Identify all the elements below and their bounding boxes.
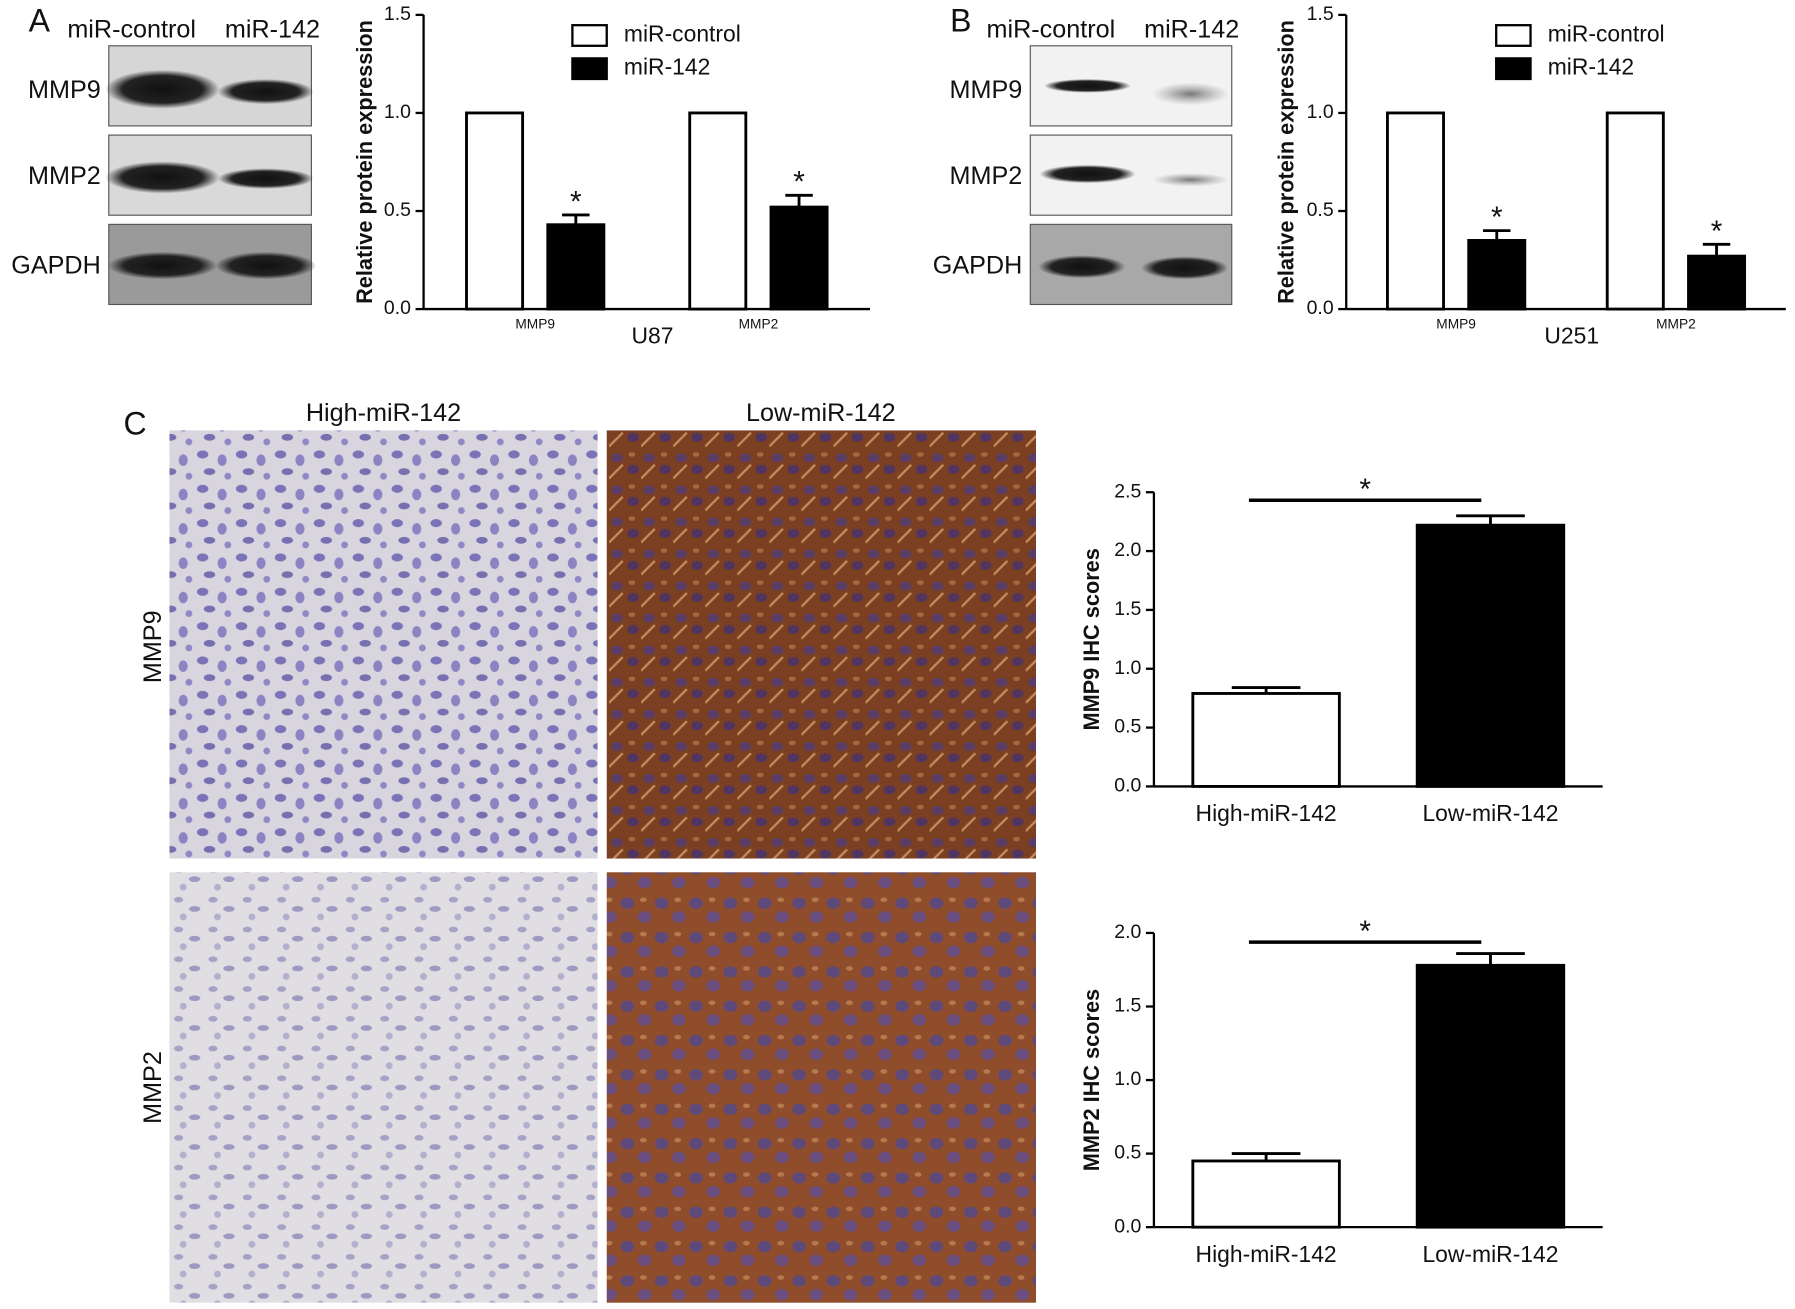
- x-axis-label: U87: [632, 323, 674, 349]
- legend-label: miR-control: [624, 21, 741, 47]
- bar: [769, 205, 829, 311]
- y-tick-label: 2.0: [1114, 921, 1141, 943]
- legend-swatch: [1495, 57, 1532, 81]
- legend-label: miR-142: [1548, 54, 1634, 80]
- panel-label: B: [950, 2, 971, 38]
- y-tick-label: 1.0: [1307, 101, 1334, 123]
- y-tick-label: 0.0: [1307, 297, 1334, 319]
- row-label: MMP2: [28, 162, 101, 190]
- y-tick-label: 2.5: [1114, 480, 1141, 502]
- significance-mark: *: [1359, 915, 1371, 948]
- row-label: MMP9: [950, 76, 1023, 104]
- y-tick-label: 1.5: [1307, 3, 1334, 25]
- y-tick-label: 1.5: [384, 3, 411, 25]
- legend-swatch: [571, 24, 608, 47]
- row-label: GAPDH: [11, 251, 101, 279]
- bar: [1605, 111, 1665, 311]
- y-tick-label: 0.5: [1114, 716, 1141, 738]
- y-tick-label: 0.0: [384, 297, 411, 319]
- y-tick-label: 0.5: [1114, 1142, 1141, 1164]
- legend-swatch: [1495, 24, 1532, 47]
- significance-mark: *: [1711, 215, 1723, 248]
- x-tick-label: MMP2: [739, 317, 779, 332]
- bar: [688, 111, 748, 311]
- y-tick-label: 0.0: [1114, 1215, 1141, 1237]
- y-tick-label: 0.5: [384, 199, 411, 221]
- y-axis-label: MMP2 IHC scores: [1079, 989, 1104, 1171]
- row-label: MMP2: [139, 1051, 167, 1124]
- legend-swatch: [571, 57, 608, 81]
- bar: [546, 223, 606, 311]
- row-label: GAPDH: [933, 251, 1023, 279]
- x-tick-label: High-miR-142: [1196, 1241, 1337, 1267]
- row-label: MMP9: [28, 76, 101, 104]
- column-label: Low-miR-142: [746, 399, 896, 427]
- x-tick-label: MMP9: [1436, 317, 1476, 332]
- y-tick-label: 0.0: [1114, 775, 1141, 797]
- y-tick-label: 0.5: [1307, 199, 1334, 221]
- lane-label: miR-142: [1144, 16, 1239, 44]
- ihc-images: [169, 430, 1037, 1303]
- bar: [1415, 523, 1566, 788]
- lane-label: miR-142: [225, 16, 320, 44]
- blot: [1029, 45, 1233, 306]
- row-label: MMP2: [950, 162, 1023, 190]
- bar: [1191, 692, 1341, 788]
- significance-mark: *: [793, 166, 805, 199]
- bar: [1415, 963, 1566, 1229]
- bar: [1191, 1159, 1341, 1229]
- panel-label: C: [124, 405, 147, 441]
- legend-label: miR-control: [1548, 21, 1665, 47]
- significance-mark: *: [1491, 201, 1503, 234]
- x-tick-label: MMP2: [1656, 317, 1696, 332]
- significance-mark: *: [570, 185, 582, 218]
- y-tick-label: 1.0: [1114, 657, 1141, 679]
- bar: [1386, 111, 1445, 311]
- y-tick-label: 1.0: [1114, 1068, 1141, 1090]
- y-axis-label: MMP9 IHC scores: [1079, 548, 1104, 730]
- lane-label: miR-control: [987, 16, 1116, 44]
- x-tick-label: MMP9: [515, 317, 555, 332]
- y-tick-label: 2.0: [1114, 539, 1141, 561]
- y-axis-label: Relative protein expression: [352, 20, 377, 304]
- y-axis-label: Relative protein expression: [1274, 20, 1299, 304]
- lane-label: miR-control: [67, 16, 196, 44]
- panel-label: A: [29, 2, 51, 38]
- y-tick-label: 1.5: [1114, 598, 1141, 620]
- x-tick-label: Low-miR-142: [1422, 800, 1558, 826]
- legend-label: miR-142: [624, 54, 710, 80]
- significance-mark: *: [1359, 473, 1371, 506]
- y-tick-label: 1.0: [384, 101, 411, 123]
- x-axis-label: U251: [1544, 323, 1599, 349]
- blot: [105, 45, 316, 306]
- bar: [1687, 254, 1747, 311]
- y-tick-label: 1.5: [1114, 995, 1141, 1017]
- x-tick-label: High-miR-142: [1196, 800, 1337, 826]
- bar: [1467, 239, 1527, 311]
- row-label: MMP9: [139, 610, 167, 683]
- bar: [465, 111, 525, 311]
- column-label: High-miR-142: [306, 399, 461, 427]
- x-tick-label: Low-miR-142: [1422, 1241, 1558, 1267]
